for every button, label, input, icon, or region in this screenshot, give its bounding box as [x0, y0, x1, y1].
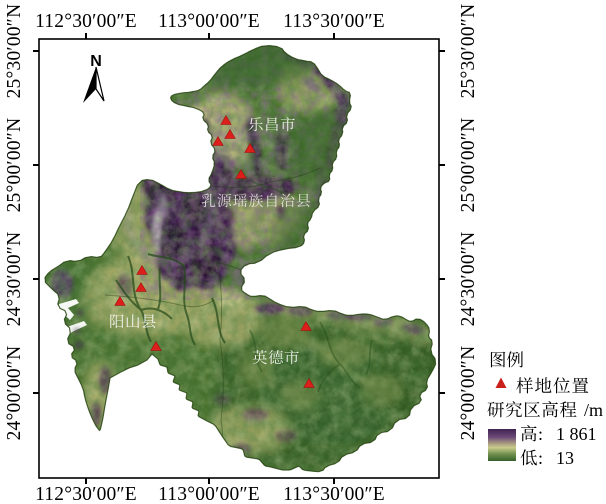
svg-text::: : [538, 424, 543, 444]
svg-text:1 861: 1 861 [556, 424, 597, 444]
svg-text:/m: /m [584, 400, 603, 420]
svg-text:N: N [90, 53, 102, 70]
svg-text:13: 13 [556, 448, 574, 468]
svg-text::: : [538, 448, 543, 468]
